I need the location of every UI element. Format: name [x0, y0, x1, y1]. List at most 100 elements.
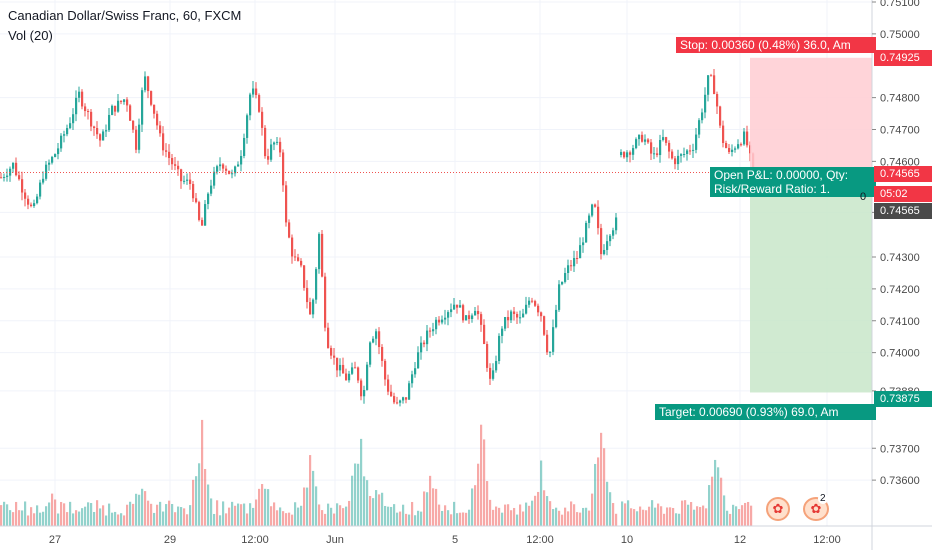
price-tick-label: 0.73600: [880, 475, 920, 487]
open-pnl-label[interactable]: Open P&L: 0.00000, Qty:: [710, 167, 876, 183]
candle-body: [186, 179, 189, 181]
volume-bar: [234, 505, 237, 526]
candle-body: [351, 367, 354, 374]
candle-body: [498, 335, 501, 362]
volume-bar: [456, 513, 459, 526]
volume-bar: [291, 514, 294, 526]
candle-body: [558, 284, 561, 310]
candle-body: [159, 125, 162, 134]
candle-body: [546, 334, 549, 353]
volume-bar: [354, 463, 357, 526]
candle-body: [3, 176, 6, 178]
volume-bar: [438, 504, 441, 526]
candle-body: [689, 150, 692, 152]
volume-bar: [609, 492, 612, 526]
candle-body: [270, 144, 273, 160]
candle-body: [638, 134, 641, 140]
volume-bar: [258, 488, 261, 526]
candle-body: [420, 342, 423, 353]
risk-reward-label[interactable]: Risk/Reward Ratio: 1.: [710, 181, 876, 197]
candle-body: [381, 347, 384, 361]
symbol-title[interactable]: Canadian Dollar/Swiss Franc, 60, FXCM: [8, 8, 242, 23]
candle-body: [609, 235, 612, 242]
volume-bar: [15, 501, 18, 526]
volume-bar: [591, 493, 594, 526]
volume-bar: [306, 487, 309, 526]
candle-body: [303, 265, 306, 288]
volume-indicator-label[interactable]: Vol (20): [8, 28, 53, 43]
candle-body: [306, 287, 309, 303]
candle-body: [84, 106, 87, 112]
volume-bar: [429, 475, 432, 526]
volume-bar: [18, 510, 21, 526]
candle-body: [129, 105, 132, 121]
canada-flag-icon[interactable]: ✿: [766, 497, 790, 521]
time-tick-label: 12:00: [241, 534, 269, 546]
candle-body: [573, 258, 576, 267]
volume-bar: [612, 503, 615, 526]
candle-body: [222, 164, 225, 169]
volume-bar: [414, 515, 417, 526]
volume-bar: [393, 504, 396, 526]
volume-bar: [138, 494, 141, 526]
candle-body: [297, 257, 300, 261]
volume-bar: [519, 504, 522, 526]
volume-bar: [72, 513, 75, 526]
target-label[interactable]: Target: 0.00690 (0.93%) 69.0, Am: [655, 404, 876, 420]
candle-body: [465, 315, 468, 321]
candle-body: [147, 76, 150, 92]
zero-marker: 0: [860, 191, 867, 203]
candle-body: [719, 106, 722, 126]
candle-body: [393, 396, 396, 403]
last-price-tag: 0.74565: [874, 203, 932, 219]
candle-body: [632, 148, 635, 155]
volume-bar: [333, 513, 336, 526]
candle-body: [579, 245, 582, 259]
candle-body: [357, 367, 360, 381]
candle-body: [656, 153, 659, 156]
candle-body: [662, 137, 665, 140]
volume-bar: [381, 492, 384, 526]
volume-bar: [732, 504, 735, 526]
candle-body: [734, 148, 737, 150]
stop-loss-label[interactable]: Stop: 0.00360 (0.48%) 36.0, Am: [676, 37, 876, 53]
candle-body: [522, 313, 525, 318]
volume-bar: [84, 506, 87, 526]
volume-bar: [279, 507, 282, 526]
candle-body: [282, 152, 285, 186]
volume-bar: [90, 503, 93, 526]
candle-body: [495, 361, 498, 371]
candle-body: [450, 309, 453, 313]
volume-bar: [441, 510, 444, 526]
volume-bar: [9, 510, 12, 526]
volume-bar: [177, 506, 180, 526]
chart-grid: [0, 0, 872, 526]
volume-bar: [96, 500, 99, 526]
candle-body: [537, 305, 540, 313]
candle-body: [207, 193, 210, 205]
candle-body: [743, 131, 746, 145]
volume-bar: [75, 510, 78, 526]
volume-bar: [657, 503, 660, 526]
volume-bar: [477, 463, 480, 526]
volume-bar: [564, 507, 567, 526]
volume-bar: [0, 505, 3, 526]
volume-bar: [615, 513, 618, 526]
candle-body: [63, 134, 66, 136]
candle-body: [225, 168, 228, 171]
volume-bar: [495, 506, 498, 526]
candle-body: [555, 309, 558, 328]
candle-body: [372, 338, 375, 343]
candle-body: [18, 175, 21, 180]
candle-body: [156, 113, 159, 126]
candle-body: [423, 342, 426, 345]
candle-body: [348, 373, 351, 381]
candle-body: [9, 168, 12, 176]
volume-bar: [435, 488, 438, 526]
volume-bar: [123, 515, 126, 526]
volume-bar: [444, 505, 447, 526]
candle-body: [57, 148, 60, 155]
volume-bar: [528, 505, 531, 526]
candle-body: [12, 162, 15, 169]
